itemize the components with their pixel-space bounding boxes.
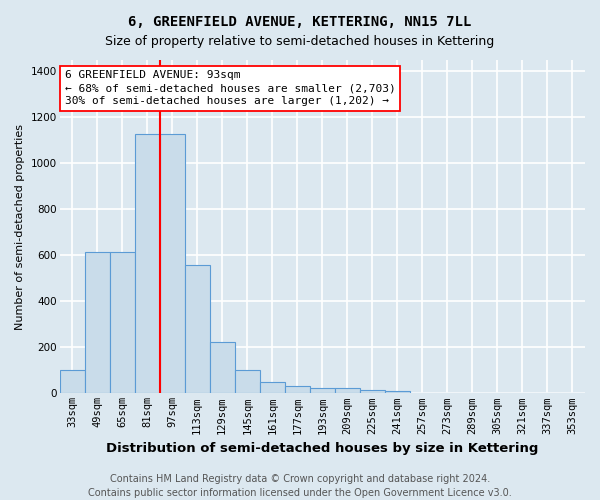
Text: 6, GREENFIELD AVENUE, KETTERING, NN15 7LL: 6, GREENFIELD AVENUE, KETTERING, NN15 7L… — [128, 15, 472, 29]
Text: Size of property relative to semi-detached houses in Kettering: Size of property relative to semi-detach… — [106, 35, 494, 48]
Bar — [210, 342, 235, 394]
Bar — [110, 252, 134, 394]
X-axis label: Distribution of semi-detached houses by size in Kettering: Distribution of semi-detached houses by … — [106, 442, 538, 455]
Bar — [335, 388, 360, 394]
Y-axis label: Number of semi-detached properties: Number of semi-detached properties — [15, 124, 25, 330]
Bar — [310, 388, 335, 394]
Bar — [160, 134, 185, 394]
Bar — [385, 391, 410, 394]
Bar — [260, 382, 285, 394]
Text: Contains HM Land Registry data © Crown copyright and database right 2024.
Contai: Contains HM Land Registry data © Crown c… — [88, 474, 512, 498]
Bar — [360, 390, 385, 394]
Bar — [85, 252, 110, 394]
Bar — [285, 386, 310, 394]
Bar — [134, 134, 160, 394]
Bar — [235, 370, 260, 394]
Bar — [59, 370, 85, 394]
Bar — [185, 264, 210, 394]
Text: 6 GREENFIELD AVENUE: 93sqm
← 68% of semi-detached houses are smaller (2,703)
30%: 6 GREENFIELD AVENUE: 93sqm ← 68% of semi… — [65, 70, 395, 106]
